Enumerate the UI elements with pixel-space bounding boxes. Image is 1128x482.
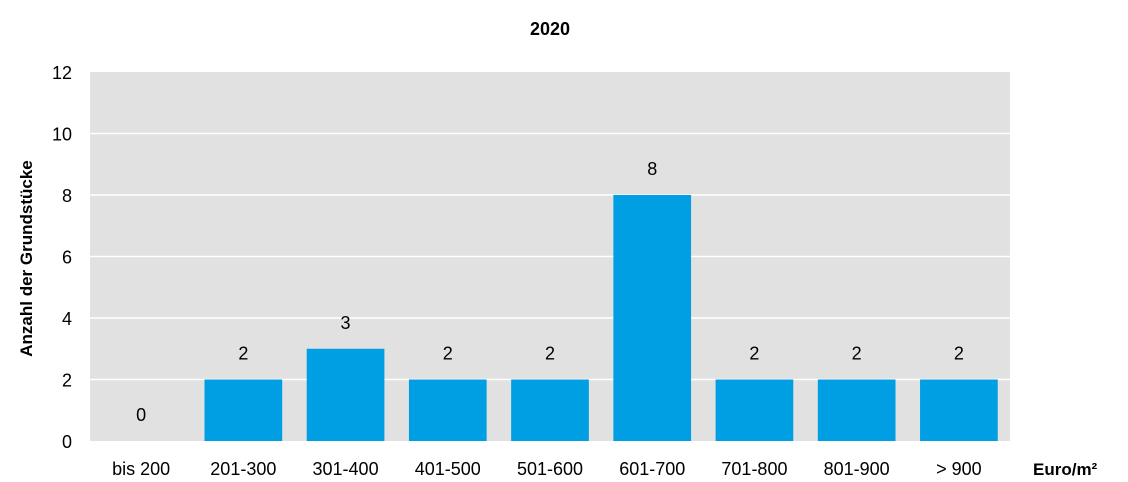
bar	[204, 379, 283, 441]
data-labels: 0 2 3 2 2 8 2 2 2	[136, 159, 964, 425]
data-label: 2	[852, 344, 862, 364]
x-tick-label: 501-600	[517, 459, 583, 479]
x-tick-label: 601-700	[619, 459, 685, 479]
x-tick-label: 801-900	[824, 459, 890, 479]
data-label: 2	[545, 344, 555, 364]
bar	[613, 195, 692, 441]
x-tick-label: > 900	[936, 459, 982, 479]
bar	[920, 379, 998, 441]
bars	[204, 195, 998, 441]
x-axis-title: Euro/m²	[1033, 460, 1098, 479]
bar	[511, 379, 589, 441]
data-label: 2	[238, 344, 248, 364]
data-label: 3	[341, 313, 351, 333]
y-tick-label: 0	[62, 432, 72, 452]
y-tick-label: 12	[52, 63, 72, 83]
x-tick-label: 201-300	[210, 459, 276, 479]
data-label: 8	[647, 159, 657, 179]
data-label: 2	[954, 344, 964, 364]
y-tick-label: 6	[62, 248, 72, 268]
y-tick-label: 2	[62, 371, 72, 391]
x-tick-label: bis 200	[112, 459, 170, 479]
y-tick-label: 8	[62, 186, 72, 206]
bar	[715, 379, 794, 441]
data-label: 2	[443, 344, 453, 364]
bar	[306, 348, 385, 441]
data-label: 0	[136, 405, 146, 425]
bar	[408, 379, 487, 441]
y-tick-label: 10	[52, 125, 72, 145]
chart-title: 2020	[530, 19, 570, 39]
x-tick-label: 401-500	[415, 459, 481, 479]
bar	[817, 379, 896, 441]
y-axis-ticks: 0 2 4 6 8 10 12	[52, 63, 72, 452]
x-tick-label: 701-800	[721, 459, 787, 479]
data-label: 2	[749, 344, 759, 364]
y-tick-label: 4	[62, 309, 72, 329]
y-axis-title: Anzahl der Grundstücke	[17, 160, 36, 356]
x-axis-ticks: bis 200 201-300 301-400 401-500 501-600 601-7…	[112, 459, 982, 479]
x-tick-label: 301-400	[313, 459, 379, 479]
